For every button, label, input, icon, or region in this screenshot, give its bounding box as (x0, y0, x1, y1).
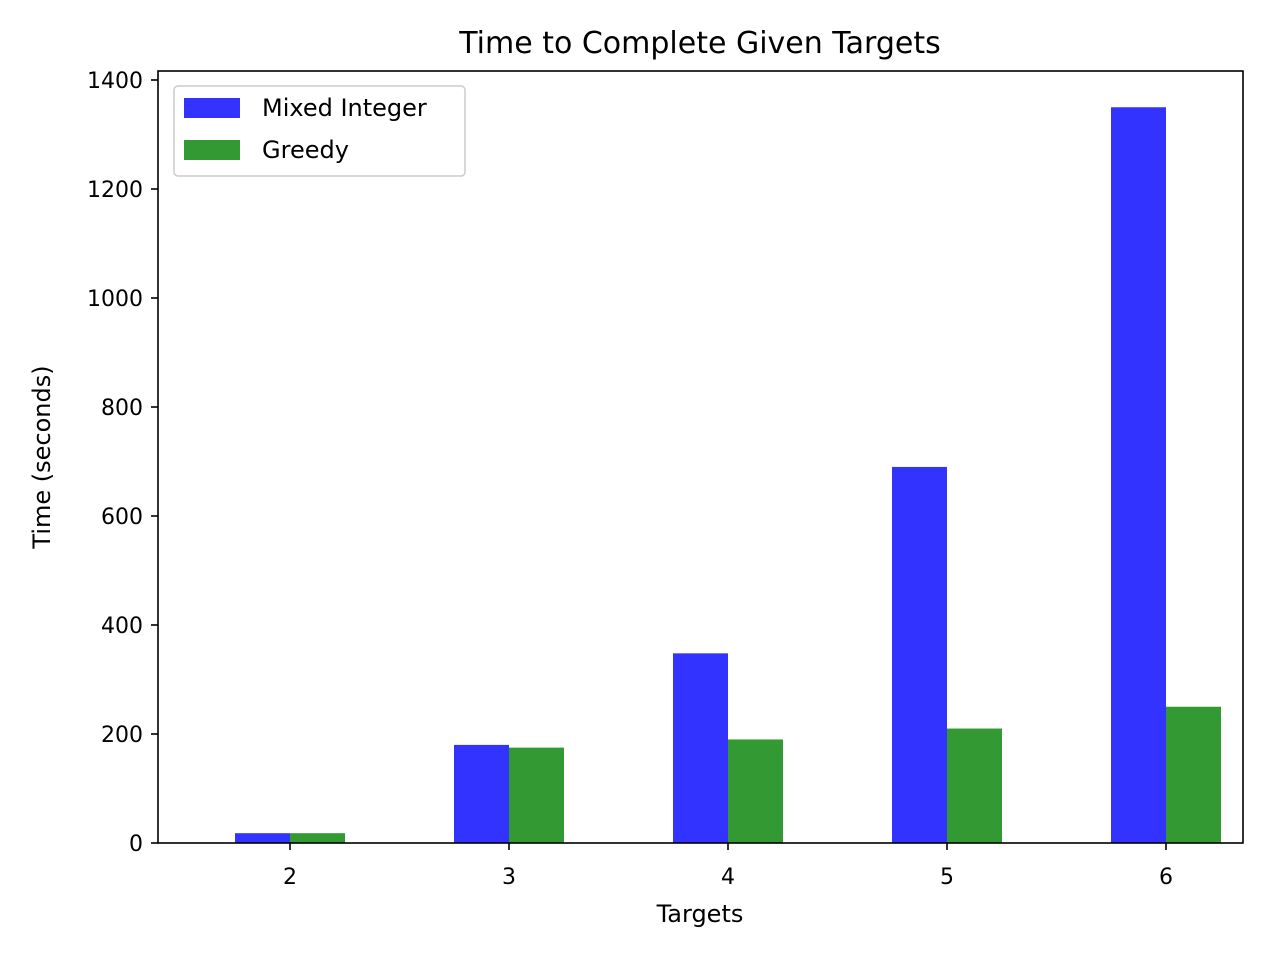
legend-label-greedy: Greedy (262, 136, 349, 164)
bar-mixed-integer-4 (673, 653, 728, 843)
x-axis-label: Targets (656, 900, 744, 928)
x-tick-label: 5 (940, 865, 954, 890)
chart-title: Time to Complete Given Targets (458, 26, 941, 61)
axes-frame (157, 70, 1244, 844)
x-tick-label: 2 (283, 865, 297, 890)
y-tick-label: 0 (129, 832, 143, 857)
y-axis-ticks: 0 200 400 600 800 1000 1200 1400 (87, 69, 158, 857)
x-tick-label: 4 (721, 865, 735, 890)
bar-mixed-integer-6 (1111, 107, 1166, 843)
y-tick-label: 1000 (87, 287, 143, 312)
bars-group (235, 107, 1221, 843)
y-axis-label: Time (seconds) (28, 365, 56, 549)
y-tick-label: 800 (101, 396, 143, 421)
legend-label-mixed-integer: Mixed Integer (262, 94, 427, 122)
bar-greedy-3 (509, 747, 564, 843)
legend: Mixed Integer Greedy (173, 85, 466, 177)
y-tick-label: 600 (101, 505, 143, 530)
bar-greedy-6 (1166, 706, 1221, 843)
bar-greedy-4 (728, 739, 783, 843)
legend-box (173, 85, 466, 177)
x-tick-label: 6 (1159, 865, 1173, 890)
bar-mixed-integer-2 (235, 833, 290, 843)
bar-mixed-integer-3 (454, 744, 509, 843)
y-tick-label: 200 (101, 723, 143, 748)
bar-greedy-5 (947, 728, 1002, 843)
x-tick-label: 3 (502, 865, 516, 890)
y-tick-label: 1400 (87, 69, 143, 94)
legend-swatch-greedy (184, 140, 240, 160)
y-tick-label: 1200 (87, 178, 143, 203)
x-axis-ticks: 2 3 4 5 6 (283, 843, 1173, 890)
y-tick-label: 400 (101, 614, 143, 639)
plot-area: 2 3 4 5 6 0 200 400 600 800 1000 1200 1400 (87, 69, 1244, 890)
bar-greedy-2 (290, 833, 345, 843)
bar-mixed-integer-5 (892, 466, 947, 843)
legend-swatch-mixed-integer (184, 98, 240, 118)
